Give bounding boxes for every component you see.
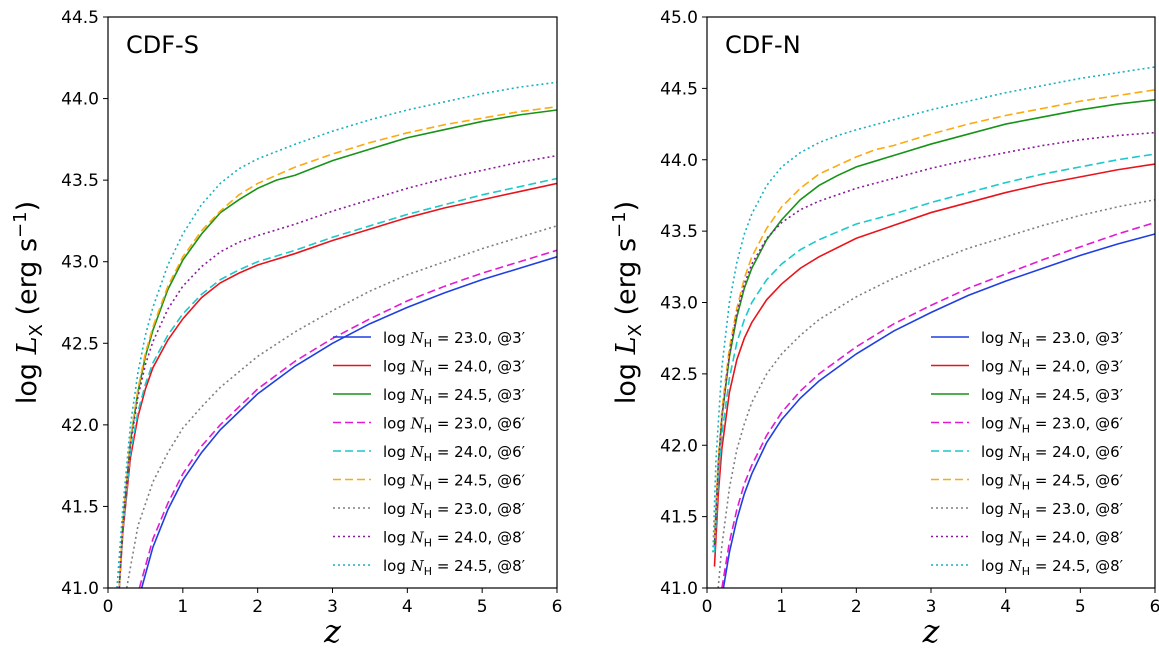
series-line-8 — [116, 81, 557, 588]
series-line-3 — [721, 221, 1155, 588]
x-tick-label: 0 — [702, 597, 713, 617]
legend-label: log NH = 24.5, @6′ — [383, 472, 526, 493]
y-axis-label: log LX (erg s−1) — [609, 201, 646, 404]
legend-label: log NH = 24.0, @3′ — [383, 358, 526, 379]
series-line-0 — [140, 256, 557, 588]
legend-label: log NH = 23.0, @3′ — [383, 329, 526, 350]
series-line-8 — [712, 66, 1155, 553]
legend-label: log NH = 23.0, @3′ — [981, 329, 1124, 350]
chart-panel-cdf-n: 0 1 2 3 4 5 6 41.0 41.5 42.0 42.5 43.0 43.5 44.0 44.5 4… — [609, 8, 1159, 650]
series-line-1 — [118, 182, 557, 588]
x-tick-label: 4 — [402, 597, 413, 617]
x-axis-label: z — [323, 612, 342, 650]
x-tick-label: 3 — [327, 597, 338, 617]
y-axis-label: log LX (erg s−1) — [10, 201, 47, 404]
y-tick-label: 44.0 — [660, 151, 698, 171]
series-line-0 — [722, 233, 1155, 588]
series-line-5 — [118, 105, 557, 588]
legend-label: log NH = 24.0, @8′ — [981, 529, 1124, 550]
y-tick-label: 42.5 — [61, 334, 99, 354]
y-tick-label: 41.0 — [61, 579, 99, 599]
x-tick-label: 2 — [252, 597, 263, 617]
y-tick-label: 43.5 — [61, 171, 99, 191]
x-tick-label: 1 — [776, 597, 787, 617]
y-tick-label: 41.0 — [660, 579, 698, 599]
series-line-6 — [717, 198, 1155, 588]
chart-panel-cdf-s: 0 1 2 3 4 5 6 41.0 41.5 42.0 42.5 43.0 43.5 44.0 44.5 z… — [10, 8, 562, 650]
legend-label: log NH = 24.5, @8′ — [981, 557, 1124, 578]
legend-label: log NH = 24.0, @6′ — [981, 443, 1124, 464]
legend-label: log NH = 23.0, @8′ — [383, 500, 526, 521]
y-tick-label: 41.5 — [660, 508, 698, 528]
legend-label: log NH = 24.0, @8′ — [383, 529, 526, 550]
y-tick-label: 45.0 — [660, 8, 698, 28]
y-tick-label: 44.0 — [61, 90, 99, 110]
legend-label: log NH = 24.0, @3′ — [981, 358, 1124, 379]
x-tick-label: 2 — [851, 597, 862, 617]
y-tick-label: 44.5 — [61, 8, 99, 28]
x-tick-label: 1 — [177, 597, 188, 617]
series-line-2 — [713, 98, 1155, 546]
series-line-6 — [125, 225, 557, 588]
x-axis-label: z — [922, 612, 941, 650]
y-tick-label: 41.5 — [61, 497, 99, 517]
x-tick-label: 0 — [103, 597, 114, 617]
legend-label: log NH = 24.5, @6′ — [981, 472, 1124, 493]
panel-title: CDF-S — [126, 31, 199, 59]
y-tick-label: 42.0 — [660, 436, 698, 456]
legend-label: log NH = 23.0, @6′ — [981, 415, 1124, 436]
legend: log NH = 23.0, @3′ log NH = 24.0, @3′ log … — [931, 329, 1124, 578]
legend-label: log NH = 24.5, @8′ — [383, 557, 526, 578]
y-tick-label: 42.5 — [660, 365, 698, 385]
legend-label: log NH = 23.0, @8′ — [981, 500, 1124, 521]
y-tick-label: 42.0 — [61, 416, 99, 436]
series-line-4 — [713, 153, 1155, 553]
x-tick-label: 5 — [1075, 597, 1086, 617]
y-tick-label: 43.0 — [660, 294, 698, 314]
legend-label: log NH = 23.0, @6′ — [383, 415, 526, 436]
x-tick-label: 3 — [926, 597, 937, 617]
panel-title: CDF-N — [725, 31, 801, 59]
legend-label: log NH = 24.5, @3′ — [981, 386, 1124, 407]
series-line-4 — [118, 177, 557, 588]
x-tick-label: 4 — [1000, 597, 1011, 617]
series-line-3 — [138, 249, 557, 588]
x-tick-label: 6 — [1150, 597, 1159, 617]
x-tick-label: 6 — [552, 597, 563, 617]
series-line-5 — [713, 89, 1155, 539]
series-line-1 — [713, 163, 1155, 567]
y-tick-label: 43.5 — [660, 222, 698, 242]
legend: log NH = 23.0, @3′ log NH = 24.0, @3′ log … — [333, 329, 526, 578]
legend-label: log NH = 24.0, @6′ — [383, 443, 526, 464]
y-tick-label: 44.5 — [660, 79, 698, 99]
legend-label: log NH = 24.5, @3′ — [383, 386, 526, 407]
x-tick-label: 5 — [477, 597, 488, 617]
y-tick-label: 43.0 — [61, 253, 99, 273]
